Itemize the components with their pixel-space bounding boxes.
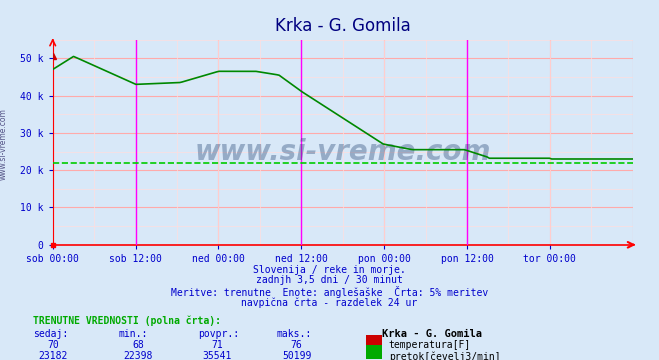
- Text: 71: 71: [212, 340, 223, 350]
- Text: www.si-vreme.com: www.si-vreme.com: [194, 139, 491, 166]
- Text: 68: 68: [132, 340, 144, 350]
- Text: TRENUTNE VREDNOSTI (polna črta):: TRENUTNE VREDNOSTI (polna črta):: [33, 315, 221, 325]
- Text: zadnjh 3,5 dni / 30 minut: zadnjh 3,5 dni / 30 minut: [256, 275, 403, 285]
- Text: maks.:: maks.:: [277, 329, 312, 339]
- Text: Slovenija / reke in morje.: Slovenija / reke in morje.: [253, 265, 406, 275]
- Text: pretok[čevelj3/min]: pretok[čevelj3/min]: [389, 351, 500, 360]
- Text: povpr.:: povpr.:: [198, 329, 239, 339]
- Text: sedaj:: sedaj:: [33, 329, 68, 339]
- Text: 70: 70: [47, 340, 59, 350]
- Text: 50199: 50199: [282, 351, 311, 360]
- Text: Krka - G. Gomila: Krka - G. Gomila: [382, 329, 482, 339]
- Text: Meritve: trenutne  Enote: anglešaške  Črta: 5% meritev: Meritve: trenutne Enote: anglešaške Črta…: [171, 286, 488, 298]
- Title: Krka - G. Gomila: Krka - G. Gomila: [275, 17, 411, 35]
- Text: min.:: min.:: [119, 329, 148, 339]
- Text: temperatura[F]: temperatura[F]: [389, 340, 471, 350]
- Text: navpična črta - razdelek 24 ur: navpična črta - razdelek 24 ur: [241, 297, 418, 307]
- Text: 22398: 22398: [124, 351, 153, 360]
- Text: 76: 76: [291, 340, 302, 350]
- Text: 35541: 35541: [203, 351, 232, 360]
- Text: 23182: 23182: [38, 351, 67, 360]
- Text: www.si-vreme.com: www.si-vreme.com: [0, 108, 8, 180]
